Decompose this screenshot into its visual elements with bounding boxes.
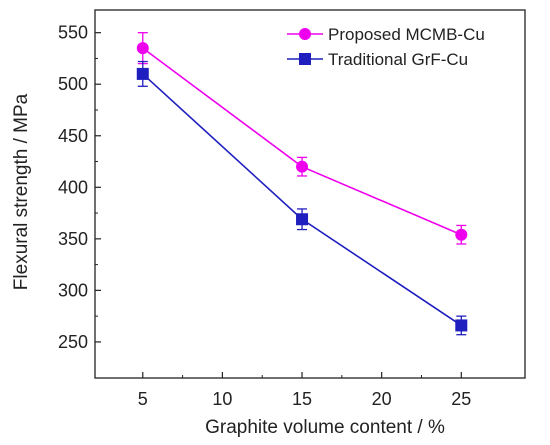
data-point <box>296 213 309 226</box>
y-tick-label: 300 <box>58 280 88 300</box>
data-point <box>455 319 468 332</box>
series-line <box>142 73 462 327</box>
x-tick-label: 20 <box>372 389 392 409</box>
x-tick-label: 25 <box>451 389 471 409</box>
legend-label: Traditional GrF-Cu <box>328 50 468 69</box>
series-1 <box>136 32 468 245</box>
y-tick-label: 550 <box>58 23 88 43</box>
series-line <box>142 47 462 236</box>
data-point <box>296 160 309 173</box>
legend: Proposed MCMB-Cu Traditional GrF-Cu <box>287 25 485 69</box>
y-tick-label: 450 <box>58 126 88 146</box>
y-tick-label: 500 <box>58 74 88 94</box>
axes: 5 10 15 20 25 250 300 350 400 450 500 550 <box>58 9 526 409</box>
data-point <box>136 42 149 55</box>
legend-label: Proposed MCMB-Cu <box>328 25 485 44</box>
data-point <box>136 67 149 80</box>
x-tick-label: 10 <box>212 389 232 409</box>
y-tick-label: 250 <box>58 332 88 352</box>
series-2 <box>136 60 468 336</box>
x-axis-label: Graphite volume content / % <box>205 417 445 438</box>
legend-marker <box>299 28 311 40</box>
x-tick-label: 15 <box>292 389 312 409</box>
y-tick-label: 350 <box>58 229 88 249</box>
y-axis-label: Flexural strength / MPa <box>11 93 32 290</box>
legend-marker <box>299 53 311 65</box>
x-tick-label: 5 <box>138 389 148 409</box>
y-tick-label: 400 <box>58 177 88 197</box>
series-layer <box>136 32 468 336</box>
data-point <box>455 228 468 241</box>
plot-frame <box>94 9 526 379</box>
